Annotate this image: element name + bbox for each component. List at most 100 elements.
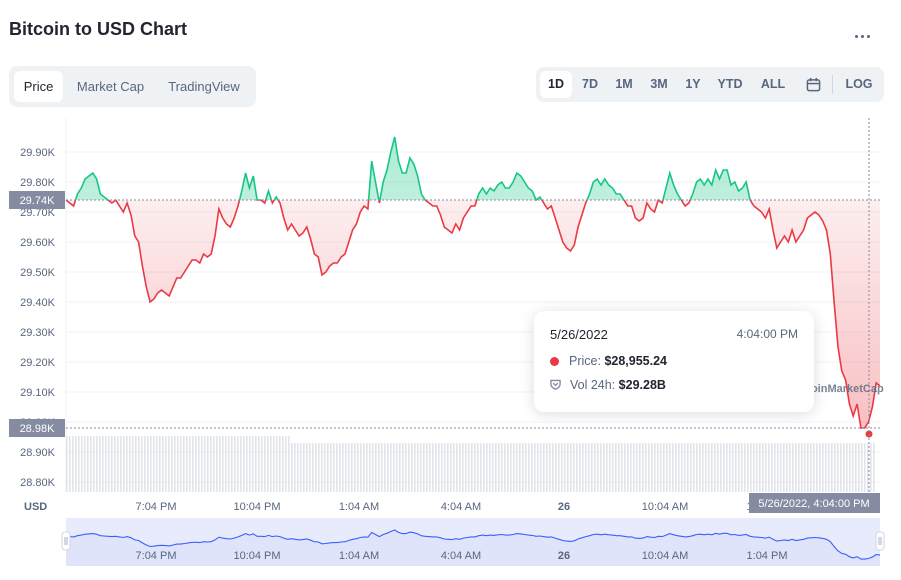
navigator-tick-label: 10:04 PM: [233, 550, 280, 562]
volume-bar: [759, 443, 761, 492]
crosshair-time-label: 5/26/2022, 4:04:00 PM: [758, 498, 869, 510]
y-tick-label: 29.30K: [20, 327, 56, 339]
navigator-tick-label: 4:04 AM: [441, 550, 481, 562]
volume-bar: [375, 443, 377, 492]
volume-bar: [741, 443, 743, 492]
chart-gridlines: [65, 118, 880, 492]
volume-bar: [843, 443, 845, 492]
navigator-handle-right[interactable]: [875, 531, 885, 551]
volume-bar: [252, 436, 254, 492]
volume-bar: [273, 436, 275, 492]
volume-bar: [219, 436, 221, 492]
range-1d-button[interactable]: 1D: [540, 71, 572, 98]
y-tick-label: 29.70K: [20, 207, 56, 219]
volume-bar: [435, 443, 437, 492]
tooltip-volume-row: Vol 24h: $29.28B: [550, 378, 666, 392]
navigator-handle-left[interactable]: [61, 531, 71, 551]
crosshair-time-badge-bg: [749, 493, 880, 513]
volume-bar: [126, 436, 128, 492]
volume-bar: [750, 443, 752, 492]
volume-bar: [381, 443, 383, 492]
log-scale-button[interactable]: LOG: [845, 77, 873, 91]
volume-bar: [213, 436, 215, 492]
tab-tradingview[interactable]: TradingView: [168, 79, 240, 94]
more-horizontal-icon-dot: [861, 35, 864, 38]
y-tick-label: 28.80K: [20, 477, 56, 489]
volume-bar: [738, 443, 740, 492]
volume-bar: [756, 443, 758, 492]
volume-bar: [519, 443, 521, 492]
volume-bar: [558, 443, 560, 492]
calendar-button[interactable]: [798, 71, 828, 98]
volume-bar: [576, 443, 578, 492]
volume-bar: [339, 443, 341, 492]
volume-bar: [432, 443, 434, 492]
tooltip-price-label: Price:: [569, 354, 601, 368]
volume-bar: [285, 436, 287, 492]
volume-bar: [156, 436, 158, 492]
volume-bar: [294, 443, 296, 492]
volume-bar: [651, 443, 653, 492]
tooltip-volume-label: Vol 24h:: [570, 378, 616, 392]
range-all-button[interactable]: ALL: [760, 77, 786, 91]
range-3m-button[interactable]: 3M: [650, 77, 668, 91]
volume-bar: [177, 436, 179, 492]
volume-bar: [804, 443, 806, 492]
price-chart[interactable]: CoinMarketCap 29.90K29.80K29.70K29.60K29…: [0, 110, 901, 580]
volume-bar: [510, 443, 512, 492]
volume-bar: [567, 443, 569, 492]
volume-bar: [726, 443, 728, 492]
volume-bar: [480, 443, 482, 492]
volume-bar: [360, 443, 362, 492]
volume-bar: [144, 436, 146, 492]
volume-bar: [342, 443, 344, 492]
volume-bar: [426, 443, 428, 492]
price-line-up: [66, 136, 752, 200]
volume-bar: [591, 443, 593, 492]
price-dot-icon: [550, 357, 559, 366]
volume-bar: [771, 443, 773, 492]
volume-bar: [768, 443, 770, 492]
volume-bar: [474, 443, 476, 492]
volume-bar: [537, 443, 539, 492]
volume-bar: [660, 443, 662, 492]
volume-bar: [762, 443, 764, 492]
volume-bar: [189, 436, 191, 492]
range-1m-button[interactable]: 1M: [615, 77, 633, 91]
open-price-badge: 29.74K: [20, 195, 56, 207]
volume-bar: [684, 443, 686, 492]
volume-bar: [594, 443, 596, 492]
volume-bar: [450, 443, 452, 492]
volume-bar: [174, 436, 176, 492]
volume-bar: [117, 436, 119, 492]
volume-bar: [429, 443, 431, 492]
volume-bar: [69, 436, 71, 492]
volume-bar: [864, 443, 866, 492]
volume-bar: [774, 443, 776, 492]
volume-bar: [417, 443, 419, 492]
volume-bar: [780, 443, 782, 492]
volume-bar: [390, 443, 392, 492]
volume-bar: [579, 443, 581, 492]
volume-bar: [192, 436, 194, 492]
volume-bar: [402, 443, 404, 492]
volume-bar: [624, 443, 626, 492]
current-price-badge-bg: [9, 419, 65, 437]
tab-price[interactable]: Price: [14, 71, 63, 102]
range-navigator[interactable]: 7:04 PM 10:04 PM 1:04 AM 4:04 AM 26 10:04 AM 1…: [61, 518, 885, 566]
volume-bar: [849, 443, 851, 492]
volume-bar: [834, 443, 836, 492]
range-7d-button[interactable]: 7D: [582, 77, 598, 91]
more-options-button[interactable]: [850, 26, 876, 46]
range-ytd-button[interactable]: YTD: [717, 77, 743, 91]
volume-bar: [477, 443, 479, 492]
range-1y-button[interactable]: 1Y: [685, 77, 701, 91]
tab-market-cap[interactable]: Market Cap: [76, 79, 145, 94]
x-tick-label: 10:04 PM: [233, 501, 280, 513]
volume-bar: [669, 443, 671, 492]
volume-bar: [708, 443, 710, 492]
volume-bar: [87, 436, 89, 492]
volume-bar: [765, 443, 767, 492]
volume-bar: [111, 436, 113, 492]
volume-bar: [828, 443, 830, 492]
